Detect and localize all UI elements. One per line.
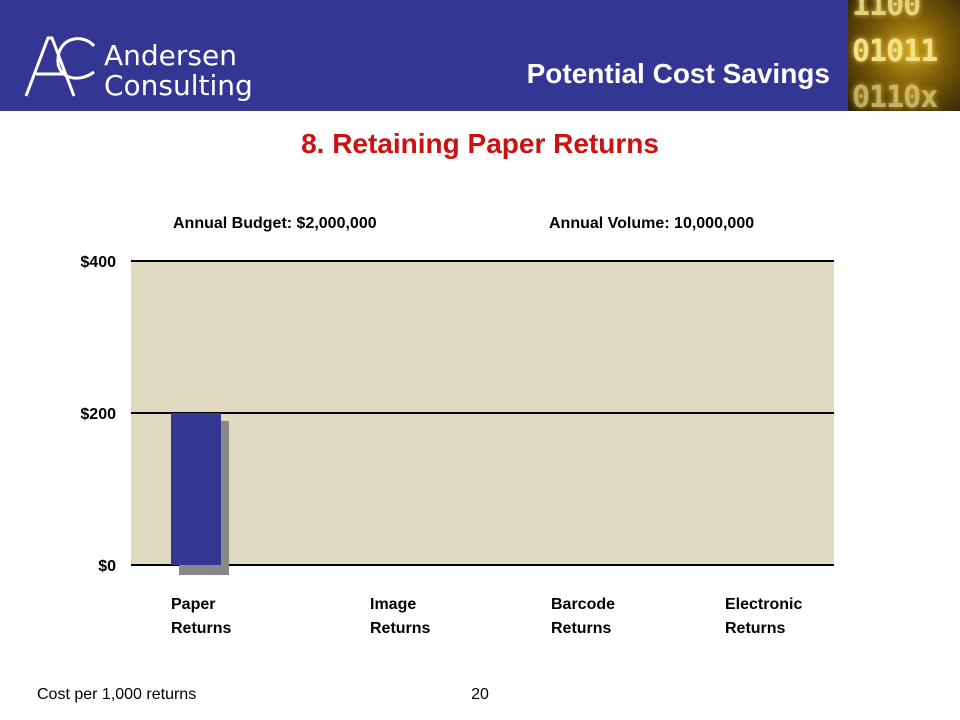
logo-text-andersen: Andersen bbox=[104, 39, 237, 72]
category-label-image: Image Returns bbox=[370, 593, 490, 641]
category-label-line: Returns bbox=[370, 620, 431, 637]
annual-volume-label: Annual Volume: 10,000,000 bbox=[549, 215, 755, 232]
header-banner bbox=[0, 0, 960, 111]
category-label-electronic: Electronic Returns bbox=[725, 593, 845, 641]
binary-code-image: 1100 01011 0110x bbox=[848, 0, 960, 111]
y-tick-label: $0 bbox=[98, 558, 116, 575]
binary-text: 1100 bbox=[852, 0, 921, 23]
category-label-line: Returns bbox=[725, 620, 786, 637]
category-label-line: Barcode bbox=[551, 596, 616, 613]
page-number: 20 bbox=[471, 686, 489, 703]
category-label-line: Electronic bbox=[725, 596, 803, 613]
cost-bar-chart: $0 $200 $400 bbox=[80, 254, 834, 575]
binary-text: 0110x bbox=[852, 80, 938, 111]
y-tick-label: $200 bbox=[80, 406, 116, 423]
category-label-line: Returns bbox=[551, 620, 612, 637]
logo-text-consulting: Consulting bbox=[104, 69, 253, 102]
category-label-paper: Paper Returns bbox=[171, 593, 291, 641]
company-logo: Andersen Consulting bbox=[22, 32, 253, 104]
bar-paper-returns bbox=[171, 413, 221, 565]
slide-subtitle: 8. Retaining Paper Returns bbox=[301, 128, 659, 159]
category-label-line: Image bbox=[370, 596, 417, 613]
footer-note: Cost per 1,000 returns bbox=[37, 686, 197, 703]
category-label-line: Paper bbox=[171, 596, 216, 613]
annual-budget-label: Annual Budget: $2,000,000 bbox=[173, 215, 377, 232]
category-label-barcode: Barcode Returns bbox=[551, 593, 671, 641]
y-tick-label: $400 bbox=[80, 254, 116, 271]
binary-text: 01011 bbox=[852, 34, 938, 69]
slide-title: Potential Cost Savings bbox=[526, 58, 830, 89]
ac-logo-icon bbox=[24, 36, 96, 97]
category-label-line: Returns bbox=[171, 620, 232, 637]
